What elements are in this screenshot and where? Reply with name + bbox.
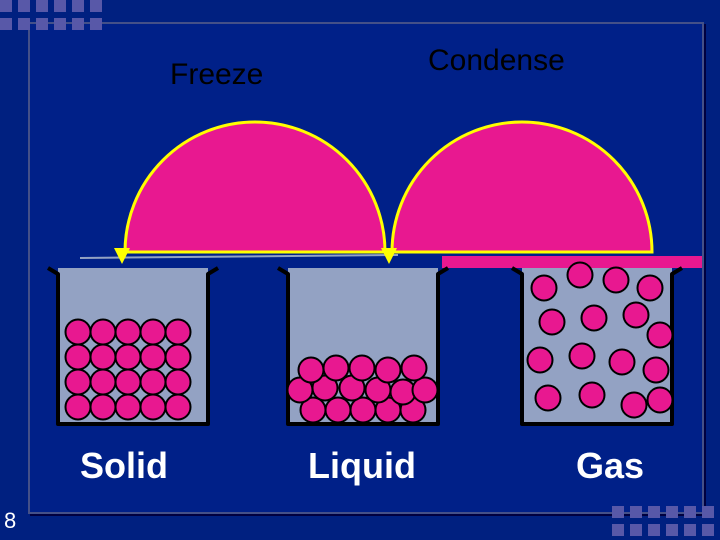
solid-particle-19 xyxy=(166,320,191,345)
decor-square xyxy=(72,18,84,30)
decor-square xyxy=(18,18,30,30)
decor-square xyxy=(648,506,660,518)
solid-particle-6 xyxy=(91,370,116,395)
decor-square xyxy=(702,524,714,536)
decor-square xyxy=(630,506,642,518)
decor-square xyxy=(630,524,642,536)
gas-particle-1 xyxy=(568,263,593,288)
gas-particle-3 xyxy=(638,276,663,301)
decor-square xyxy=(72,0,84,12)
decor-square xyxy=(54,18,66,30)
solid-particle-17 xyxy=(116,320,141,345)
gas-particle-15 xyxy=(648,388,673,413)
decor-square xyxy=(90,0,102,12)
solid-particle-3 xyxy=(141,395,166,420)
process-label-0: Freeze xyxy=(170,58,263,91)
solid-particle-13 xyxy=(141,345,166,370)
liquid-particle-11 xyxy=(299,358,324,383)
solid-particle-0 xyxy=(66,395,91,420)
decor-square xyxy=(684,524,696,536)
gas-particle-12 xyxy=(536,386,561,411)
gas-particle-11 xyxy=(644,358,669,383)
gas-particle-2 xyxy=(604,268,629,293)
arc-0 xyxy=(125,122,385,252)
gas-particle-6 xyxy=(624,303,649,328)
liquid-particle-14 xyxy=(376,358,401,383)
solid-particle-7 xyxy=(116,370,141,395)
liquid-particle-13 xyxy=(350,356,375,381)
solid-particle-4 xyxy=(166,395,191,420)
decor-square xyxy=(612,524,624,536)
decor-square xyxy=(90,18,102,30)
gas-particle-13 xyxy=(580,383,605,408)
solid-particle-2 xyxy=(116,395,141,420)
diagram-svg: Freeze Condense Solid Liquid Gas xyxy=(0,0,720,540)
decor-square xyxy=(684,506,696,518)
process-label-1: Condense xyxy=(428,44,565,77)
state-label-2: Gas xyxy=(576,445,644,486)
solid-particle-9 xyxy=(166,370,191,395)
solid-particle-18 xyxy=(141,320,166,345)
solid-particle-8 xyxy=(141,370,166,395)
gas-particle-9 xyxy=(570,344,595,369)
solid-particle-16 xyxy=(91,320,116,345)
solid-particle-10 xyxy=(66,345,91,370)
gas-particle-5 xyxy=(582,306,607,331)
gas-particle-10 xyxy=(610,350,635,375)
liquid-particle-15 xyxy=(402,356,427,381)
decor-square xyxy=(666,506,678,518)
decor-square xyxy=(612,506,624,518)
solid-particle-15 xyxy=(66,320,91,345)
solid-particle-11 xyxy=(91,345,116,370)
solid-particle-1 xyxy=(91,395,116,420)
gas-particle-0 xyxy=(532,276,557,301)
arc-1 xyxy=(392,122,652,252)
decor-square xyxy=(0,0,12,12)
state-label-0: Solid xyxy=(80,445,168,486)
decor-square xyxy=(54,0,66,12)
liquid-particle-1 xyxy=(326,398,351,423)
solid-particle-12 xyxy=(116,345,141,370)
decor-square xyxy=(36,0,48,12)
decor-square xyxy=(702,506,714,518)
slide-number: 8 xyxy=(4,508,16,534)
gas-particle-4 xyxy=(540,310,565,335)
solid-particle-14 xyxy=(166,345,191,370)
solid-particle-5 xyxy=(66,370,91,395)
decor-square xyxy=(18,0,30,12)
liquid-particle-12 xyxy=(324,356,349,381)
decor-square xyxy=(0,18,12,30)
connector-line xyxy=(80,255,398,258)
decor-square xyxy=(36,18,48,30)
arrowhead-0 xyxy=(114,248,130,264)
state-label-1: Liquid xyxy=(308,445,416,486)
decor-square xyxy=(666,524,678,536)
gas-particle-8 xyxy=(528,348,553,373)
decor-square xyxy=(648,524,660,536)
gas-particle-7 xyxy=(648,323,673,348)
gas-particle-14 xyxy=(622,393,647,418)
